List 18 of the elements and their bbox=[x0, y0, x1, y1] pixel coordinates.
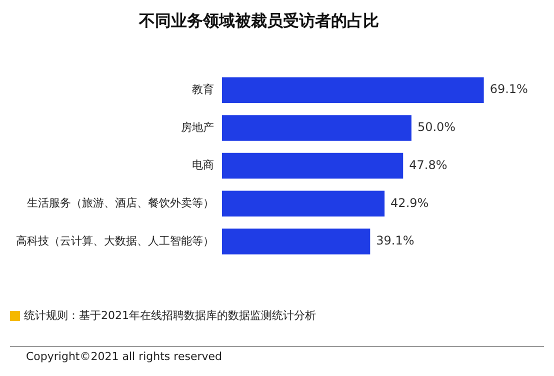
y-tick-label: 高科技（云计算、大数据、人工智能等） bbox=[16, 234, 214, 248]
bar bbox=[222, 77, 484, 103]
y-tick-label: 房地产 bbox=[181, 120, 214, 134]
bar bbox=[222, 152, 404, 179]
data-label: 42.9% bbox=[390, 196, 429, 210]
data-label: 69.1% bbox=[490, 82, 528, 96]
y-tick-label: 生活服务（旅游、酒店、餐饮外卖等） bbox=[27, 196, 214, 210]
text: 统计规则：基于2021年在线招聘数据库的数据监测统计分析 bbox=[24, 308, 316, 323]
text: Copyright©2021 all rights reserved bbox=[26, 350, 222, 363]
data-label: 50.0% bbox=[417, 120, 456, 134]
bar bbox=[222, 190, 385, 217]
y-tick-label: 教育 bbox=[192, 82, 214, 96]
data-label: 47.8% bbox=[409, 158, 448, 172]
bar bbox=[222, 115, 412, 141]
chart-title: 不同业务领域被裁员受访者的占比 bbox=[138, 10, 379, 30]
y-tick-label: 电商 bbox=[192, 158, 214, 172]
data-label: 39.1% bbox=[376, 234, 414, 248]
bar bbox=[222, 228, 370, 254]
